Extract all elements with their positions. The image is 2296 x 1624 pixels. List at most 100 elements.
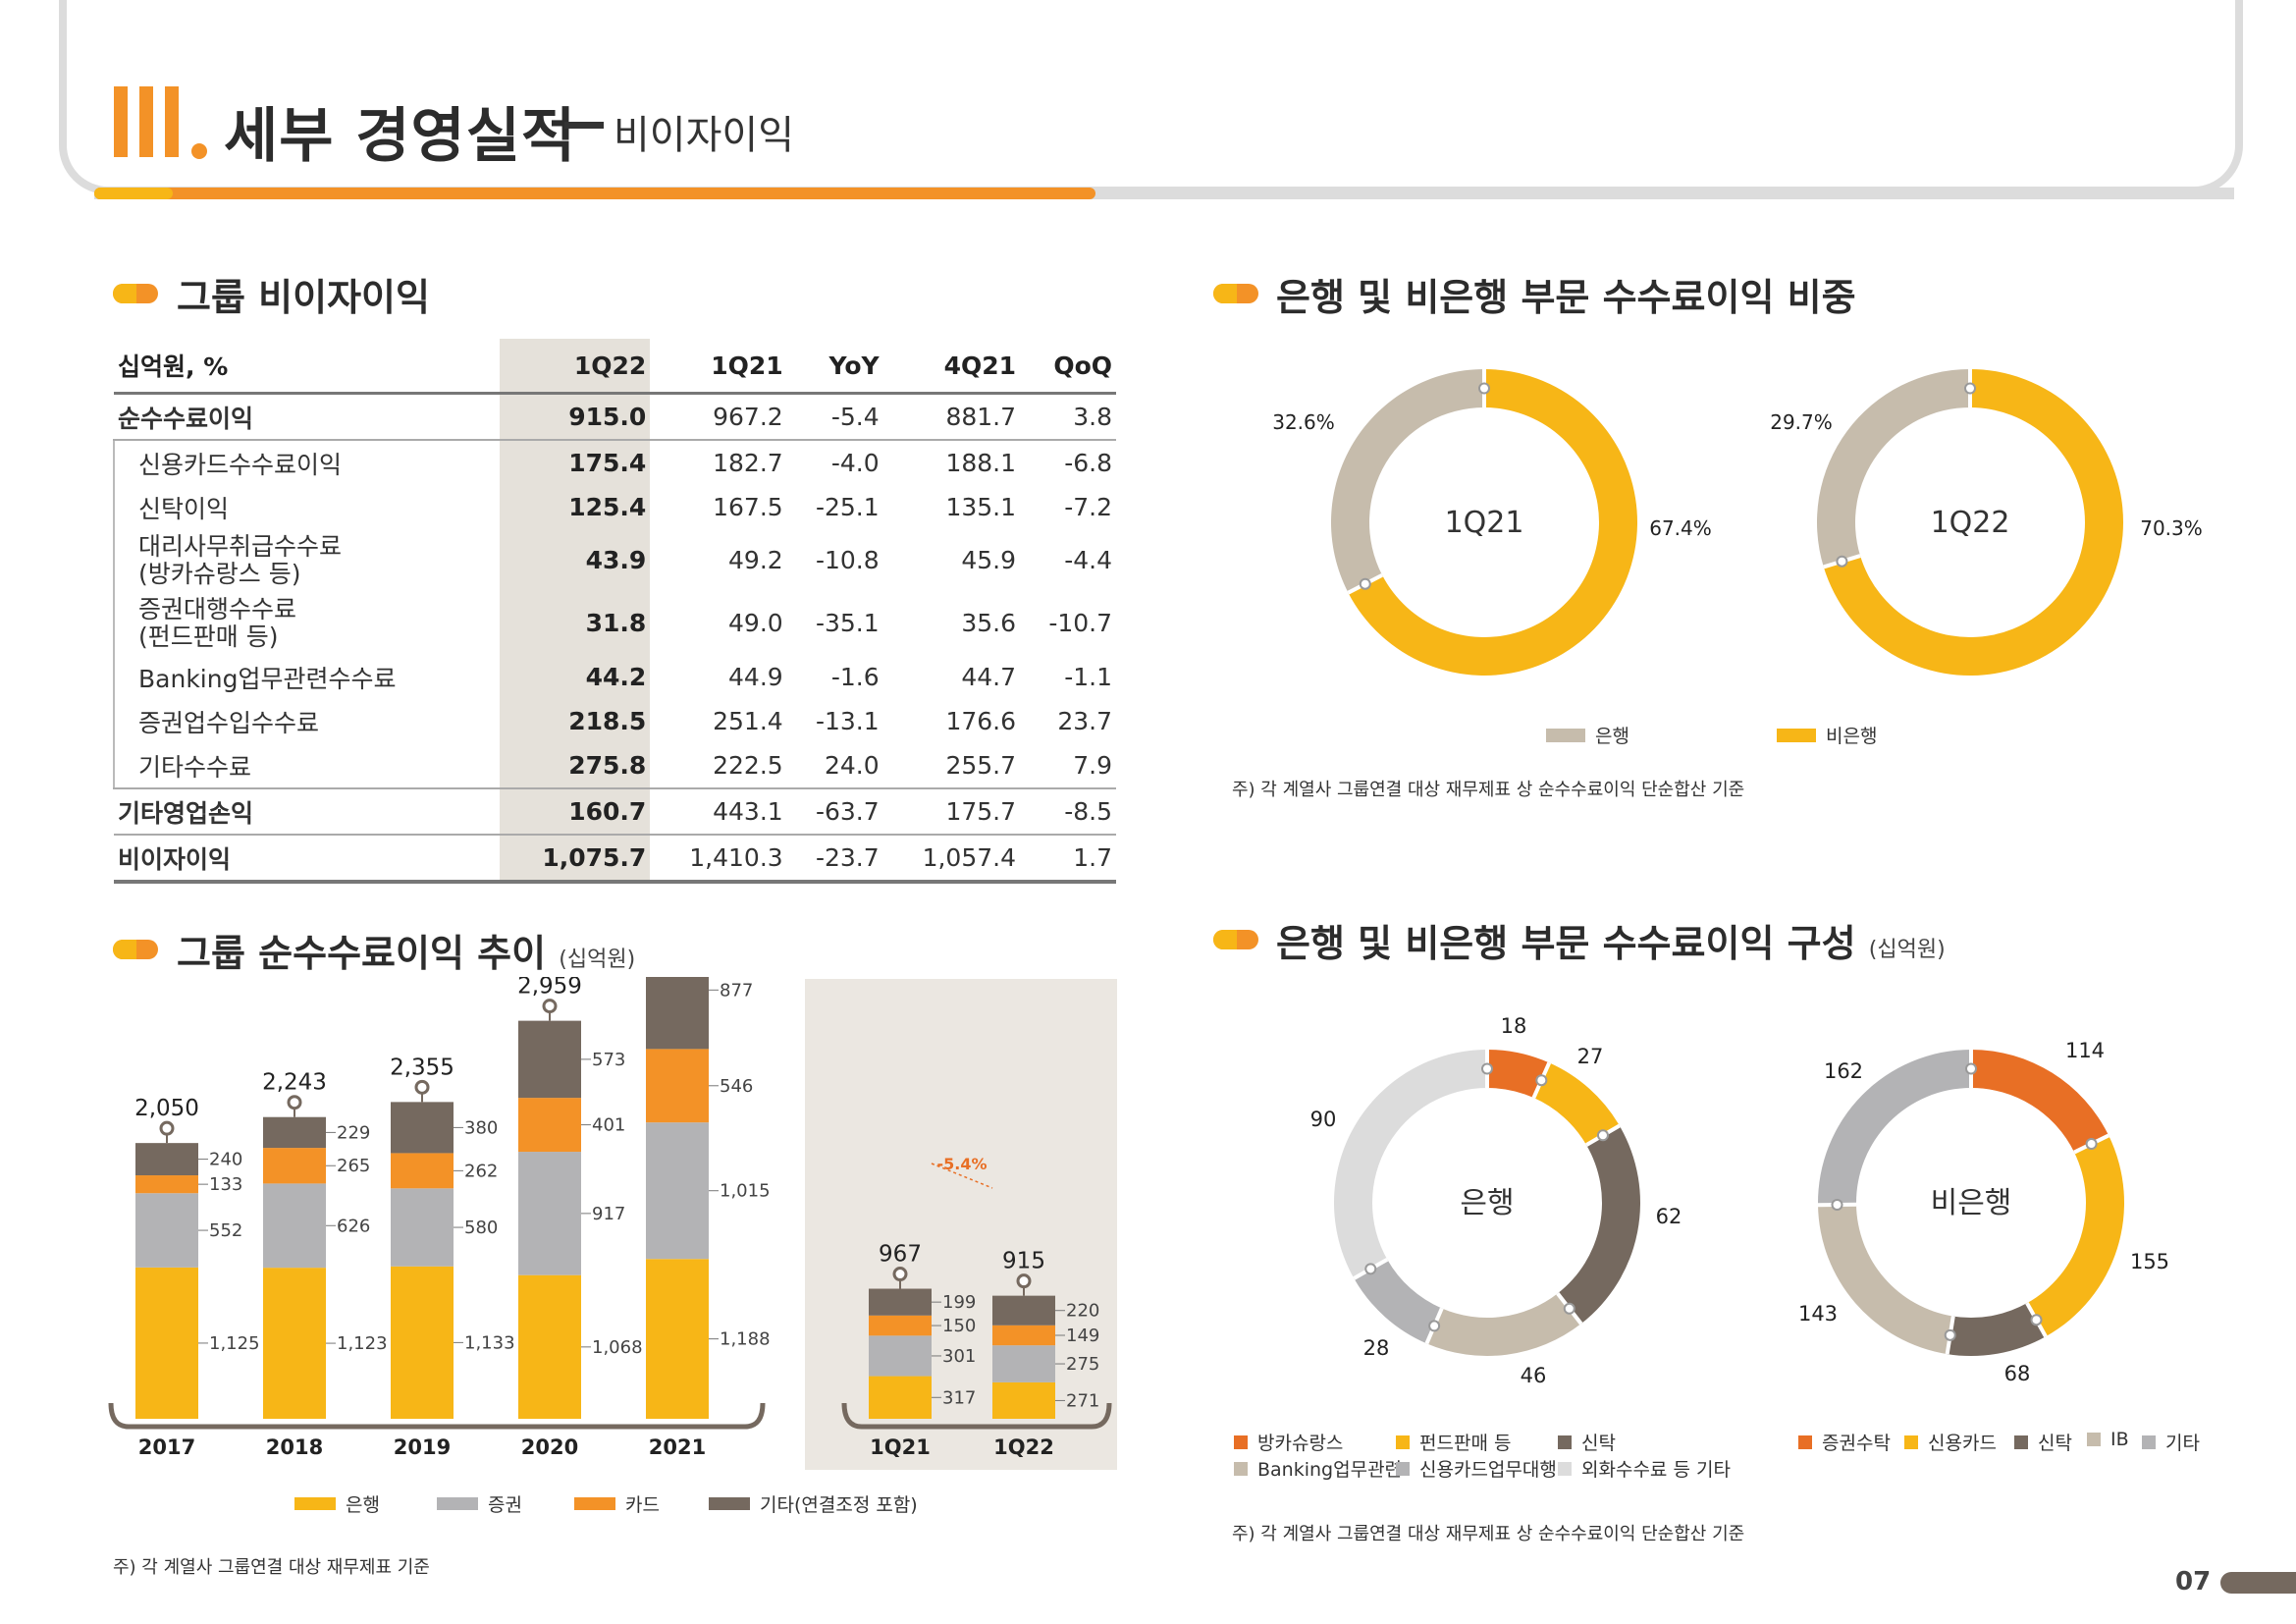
legend-swatch: [2087, 1433, 2101, 1446]
row-label: 증권대행수수료 (펀드판매 등): [113, 592, 500, 655]
category-label: 2021: [649, 1435, 706, 1459]
bar-value-label: 229: [337, 1122, 370, 1143]
slice-value-label: 29.7%: [1770, 410, 1833, 434]
row-label: 증권업수입수수료: [113, 699, 500, 743]
category-label: 2020: [521, 1435, 578, 1459]
table-cell: 23.7: [1057, 707, 1112, 735]
bar-segment: [135, 1267, 198, 1419]
slice-separator-dot: [2030, 1314, 2043, 1326]
legend-label: IB: [2110, 1429, 2129, 1450]
category-label: 2018: [266, 1435, 323, 1459]
bar-segment: [135, 1175, 198, 1194]
axis-bracket: [841, 1402, 1112, 1430]
legend-swatch: [1904, 1435, 1918, 1449]
bar-value-label: 275: [1066, 1354, 1099, 1375]
legend-item: 은행: [1546, 722, 1629, 748]
section-title-trend: 그룹 순수수료이익 추이 (십억원): [177, 923, 635, 977]
section-unit: (십억원): [1868, 938, 1946, 962]
table-row: 기타수수료 275.8 222.5 24.0 255.7 7.9: [113, 743, 1116, 789]
bar-total-label: 2,959: [517, 977, 582, 1000]
table-cell: -7.2: [1064, 493, 1112, 521]
row-label: 순수수료이익: [114, 393, 500, 441]
table-cell: -63.7: [786, 788, 883, 836]
donut-slice: [1334, 1050, 1487, 1278]
bar-segment: [391, 1102, 454, 1154]
table-cell: 222.5: [650, 743, 787, 789]
legend-item: 신탁: [2014, 1429, 2072, 1455]
legend-item: 증권: [437, 1490, 522, 1517]
slice-separator-dot: [1836, 555, 1848, 568]
legend-item: 카드: [574, 1490, 660, 1517]
bar-segment: [518, 1098, 581, 1153]
section-bullet-icon: [1213, 930, 1258, 949]
table-cell: -5.4: [786, 393, 883, 441]
table-cell: 135.1: [945, 493, 1017, 521]
table-cell: 44.9: [728, 663, 783, 691]
change-label: -5.4%: [936, 1155, 987, 1173]
bar-value-label: 265: [337, 1156, 370, 1176]
table-cell: 275.8: [499, 743, 651, 789]
section-title-share: 은행 및 비은행 부문 수수료이익 비중: [1276, 276, 1856, 319]
slice-separator-dot: [1428, 1320, 1441, 1332]
legend-label: 비은행: [1826, 726, 1878, 747]
bar-value-label: 1,188: [720, 1329, 771, 1350]
donut-center-label: 1Q21: [1445, 506, 1524, 540]
change-connector: [931, 1163, 993, 1189]
slice-separator-dot: [1364, 1263, 1377, 1275]
bar-value-label: 1,133: [464, 1332, 515, 1353]
legend-label: 방카슈랑스: [1257, 1433, 1344, 1454]
legend-item: 기타: [2142, 1429, 2200, 1455]
table-cell: -1.1: [1064, 663, 1112, 691]
legend-item: 신용카드업무대행: [1396, 1455, 1557, 1482]
bar-value-label: 877: [720, 980, 753, 1001]
bar-value-label: 271: [1066, 1390, 1099, 1411]
table-row: 대리사무취급수수료 (방카슈랑스 등) 43.9 49.2 -10.8 45.9 …: [113, 529, 1116, 592]
legend-swatch: [1798, 1435, 1812, 1449]
table-cell: -6.8: [1064, 449, 1112, 477]
donut-slice: [1557, 1125, 1640, 1325]
slice-value-label: 90: [1310, 1108, 1337, 1131]
axis-bracket: [108, 1402, 766, 1430]
bar-value-label: 380: [464, 1117, 498, 1138]
bar-segment: [135, 1143, 198, 1176]
table-header-cell: 십억원, %: [114, 339, 500, 395]
legend-swatch: [1777, 728, 1816, 742]
row-label: 비이자이익: [114, 835, 500, 884]
bar-segment: [518, 1152, 581, 1275]
table-cell: 1.7: [1020, 835, 1116, 884]
total-marker: [892, 1267, 908, 1282]
page-title: 세부 경영실적: [224, 102, 577, 171]
table-row: 비이자이익 1,075.7 1,410.3 -23.7 1,057.4 1.7: [114, 835, 1116, 884]
bar-value-label: 626: [337, 1216, 370, 1236]
legend-label: 카드: [625, 1494, 660, 1516]
bar-value-label: 1,125: [209, 1333, 260, 1354]
donut-center-label: 1Q22: [1931, 506, 2010, 540]
legend-swatch: [574, 1497, 615, 1510]
legend-swatch: [1558, 1461, 1572, 1476]
legend-item: IB: [2087, 1429, 2129, 1450]
table-cell: 49.2: [728, 546, 783, 574]
bar-segment: [646, 1049, 709, 1123]
slice-value-label: 62: [1656, 1205, 1682, 1228]
donut-slice: [1487, 1050, 1550, 1099]
total-marker: [414, 1079, 430, 1095]
bar-value-label: 1,123: [337, 1333, 388, 1354]
legend-label: 펀드판매 등: [1419, 1433, 1512, 1454]
bar-segment: [992, 1295, 1055, 1326]
table-cell: -4.4: [1064, 546, 1112, 574]
slice-value-label: 155: [2130, 1250, 2169, 1273]
bar-total-label: 2,243: [262, 1070, 327, 1096]
slice-value-label: 28: [1363, 1336, 1390, 1360]
slice-separator-dot: [1944, 1328, 1956, 1341]
legend-swatch: [2014, 1435, 2028, 1449]
slice-value-label: 143: [1798, 1302, 1838, 1326]
legend-item: 펀드판매 등: [1396, 1429, 1511, 1455]
table-cell: 167.5: [713, 493, 783, 521]
slice-value-label: 67.4%: [1649, 516, 1712, 540]
table-cell: -25.1: [815, 493, 880, 521]
non-interest-income-table: 십억원, % 1Q22 1Q21 YoY 4Q21 QoQ 순수수료이익 915…: [113, 339, 1116, 884]
section-bullet-icon: [113, 284, 158, 303]
footnote: 주) 각 계열사 그룹연결 대상 재무제표 기준: [113, 1557, 430, 1578]
row-label: 기타수수료: [113, 743, 500, 789]
table-cell: 31.8: [499, 592, 651, 655]
